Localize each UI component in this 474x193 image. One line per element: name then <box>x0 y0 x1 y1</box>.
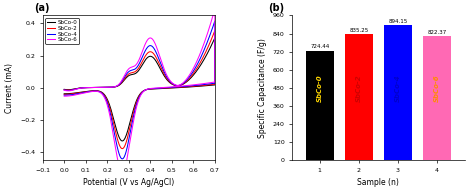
SbCo-4 <box>61 89 67 91</box>
SbCo-2 <box>61 88 67 91</box>
SbCo-6 <box>61 95 67 97</box>
X-axis label: Potential (V vs Ag/AgCl): Potential (V vs Ag/AgCl) <box>83 178 174 187</box>
SbCo-2 <box>128 125 133 127</box>
SbCo-4 <box>194 64 200 66</box>
Line: SbCo-4: SbCo-4 <box>64 21 215 159</box>
SbCo-0 <box>128 120 133 122</box>
SbCo-6 <box>128 139 133 141</box>
SbCo-6 <box>61 89 67 91</box>
SbCo-2 <box>155 87 161 90</box>
SbCo-0 <box>119 140 125 142</box>
Text: SbCo-2: SbCo-2 <box>356 74 362 102</box>
Text: (a): (a) <box>34 3 50 13</box>
Text: 822.37: 822.37 <box>428 30 447 35</box>
Line: SbCo-0: SbCo-0 <box>64 38 215 141</box>
Text: SbCo-6: SbCo-6 <box>434 74 440 102</box>
SbCo-2 <box>61 93 67 96</box>
SbCo-6 <box>119 170 125 173</box>
SbCo-0 <box>122 137 128 140</box>
SbCo-0 <box>155 87 161 90</box>
Y-axis label: Current (mA): Current (mA) <box>5 63 14 113</box>
SbCo-4 <box>92 86 98 89</box>
X-axis label: Sample (n): Sample (n) <box>357 178 400 187</box>
SbCo-6 <box>92 86 98 89</box>
Legend: SbCo-0, SbCo-2, SbCo-4, SbCo-6: SbCo-0, SbCo-2, SbCo-4, SbCo-6 <box>46 18 79 44</box>
Text: SbCo-0: SbCo-0 <box>317 74 323 102</box>
Line: SbCo-6: SbCo-6 <box>64 9 215 172</box>
SbCo-6 <box>122 166 128 169</box>
SbCo-2 <box>183 80 189 83</box>
Bar <box>345 34 373 160</box>
SbCo-6 <box>194 60 200 62</box>
Bar <box>384 25 412 160</box>
SbCo-2 <box>119 147 125 150</box>
SbCo-6 <box>155 87 161 89</box>
SbCo-0 <box>61 93 67 95</box>
Bar <box>423 36 451 160</box>
SbCo-4 <box>61 94 67 96</box>
SbCo-6 <box>212 8 218 10</box>
SbCo-4 <box>122 154 128 157</box>
SbCo-0 <box>183 81 189 83</box>
Text: (b): (b) <box>268 3 284 13</box>
Text: 835.25: 835.25 <box>349 28 368 33</box>
SbCo-2 <box>92 86 98 89</box>
SbCo-2 <box>212 30 218 32</box>
SbCo-4 <box>212 20 218 22</box>
SbCo-2 <box>122 145 128 147</box>
SbCo-6 <box>183 78 189 81</box>
SbCo-4 <box>183 80 189 82</box>
SbCo-4 <box>119 158 125 160</box>
Bar <box>306 51 334 160</box>
Text: 894.15: 894.15 <box>388 19 408 24</box>
Text: 724.44: 724.44 <box>310 44 329 49</box>
SbCo-0 <box>194 69 200 72</box>
SbCo-0 <box>61 88 67 91</box>
Line: SbCo-2: SbCo-2 <box>64 31 215 149</box>
Y-axis label: Specific Capacitance (F/g): Specific Capacitance (F/g) <box>258 38 267 138</box>
SbCo-0 <box>212 37 218 39</box>
Text: SbCo-4: SbCo-4 <box>395 74 401 102</box>
SbCo-4 <box>155 87 161 89</box>
SbCo-0 <box>92 86 98 89</box>
SbCo-4 <box>128 131 133 133</box>
SbCo-2 <box>194 67 200 69</box>
